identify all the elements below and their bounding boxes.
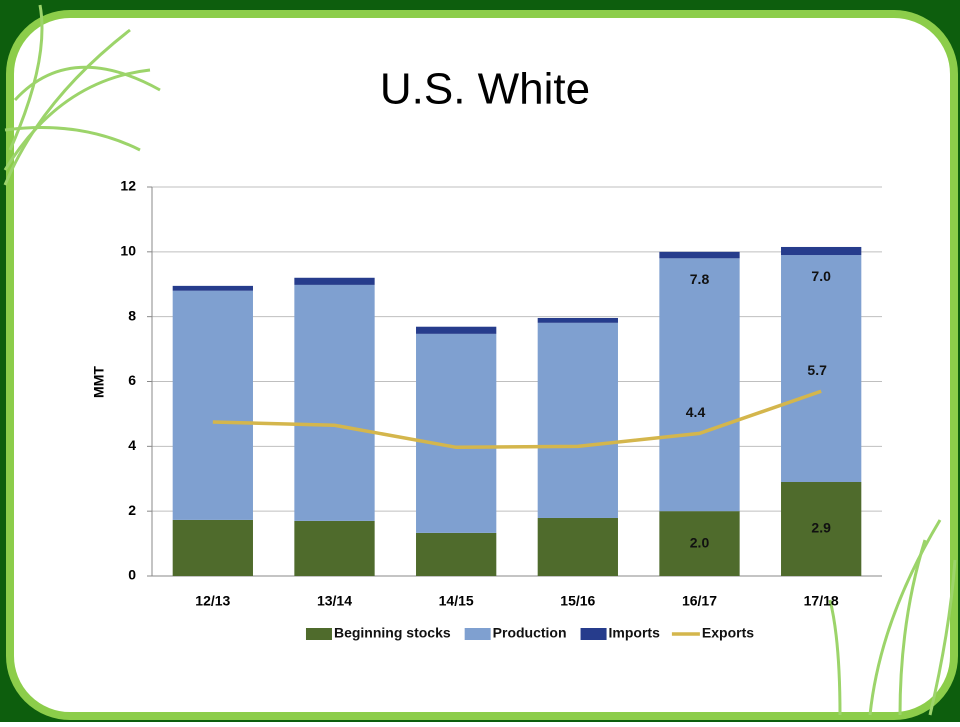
bar-segment (416, 333, 497, 533)
legend-swatch (580, 628, 607, 640)
y-tick-label: 2 (128, 502, 136, 518)
bar-segment (781, 255, 862, 482)
y-axis-label: MMT (91, 366, 107, 398)
bar-segment (416, 532, 497, 576)
legend-swatch (305, 628, 332, 640)
bar-segment (172, 285, 253, 291)
data-label: 7.0 (811, 268, 831, 284)
y-tick-label: 10 (120, 243, 136, 259)
bar-segment (659, 251, 740, 259)
y-tick-label: 0 (128, 567, 136, 583)
x-tick-label: 17/18 (804, 593, 839, 609)
bar-segment (659, 511, 740, 576)
bar-segment (172, 290, 253, 520)
wheat-decoration (3, 4, 957, 716)
line-series (212, 389, 822, 450)
legend-label: Beginning stocks (334, 625, 451, 641)
data-label: 4.4 (686, 404, 706, 420)
bar-segment (294, 284, 375, 521)
x-tick-label: 12/13 (195, 593, 230, 609)
bar-segment (416, 326, 497, 334)
y-tick-label: 12 (120, 178, 136, 194)
bar-segment (294, 520, 375, 576)
data-label: 7.8 (690, 271, 710, 287)
data-label: 2.0 (690, 534, 710, 550)
x-tick-label: 16/17 (682, 593, 717, 609)
x-tick-label: 15/16 (560, 593, 595, 609)
x-tick-label: 13/14 (317, 593, 352, 609)
legend-label: Exports (702, 625, 754, 641)
y-tick-label: 6 (128, 372, 136, 388)
legend-label: Imports (609, 625, 661, 641)
x-tick-label: 14/15 (439, 593, 474, 609)
bar-segment (537, 322, 618, 518)
legend-swatch (464, 628, 491, 640)
legend-label: Production (493, 625, 567, 641)
chart-title: U.S. White (380, 65, 590, 114)
bar-segment (294, 277, 375, 285)
data-label: 2.9 (811, 520, 831, 536)
bar-segment (537, 317, 618, 323)
bar-segment (781, 246, 862, 256)
bar-segment (659, 258, 740, 512)
bar-segment (537, 517, 618, 576)
y-tick-label: 8 (128, 307, 136, 323)
data-label: 5.7 (807, 362, 827, 378)
bar-segment (781, 481, 862, 576)
bar-segment (172, 519, 253, 576)
y-tick-label: 4 (128, 437, 136, 453)
